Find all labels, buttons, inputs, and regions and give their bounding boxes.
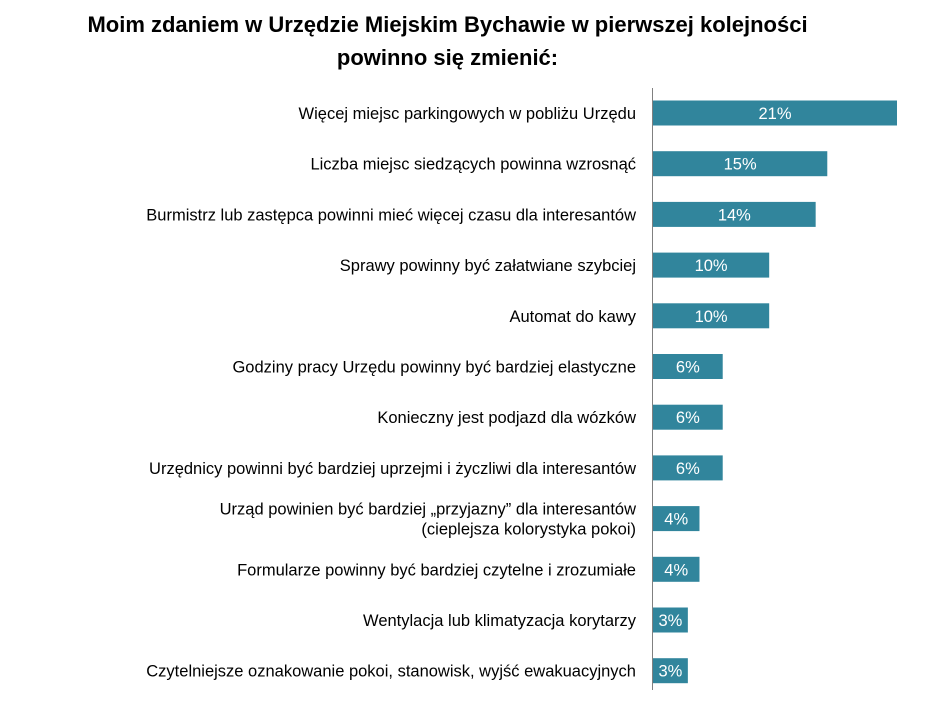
chart-title-line-2: powinno się zmienić: — [336, 45, 559, 70]
chart-title-line-1: Moim zdaniem w Urzędzie Miejskim Bychawi… — [87, 12, 808, 37]
bar-value-label-11: 3% — [658, 612, 682, 630]
bar-3 — [653, 201, 816, 227]
bar-7 — [653, 404, 723, 430]
bar-value-label-1: 21% — [758, 105, 791, 123]
category-label-2: Liczba miejsc siedzących powinna wzrosną… — [310, 156, 636, 174]
bar-value-label-2: 15% — [724, 156, 757, 174]
bar-12 — [653, 658, 688, 684]
bars-layer: 21% 15% 14% 10% 10% 6% 6% 6% 4% 4% 3% 3% — [653, 100, 897, 684]
bar-value-label-4: 10% — [695, 257, 728, 275]
bar-value-label-12: 3% — [658, 663, 682, 681]
bar-value-label-6: 6% — [676, 359, 700, 377]
bar-value-label-9: 4% — [664, 511, 688, 529]
bar-value-label-7: 6% — [676, 409, 700, 427]
bar-value-label-8: 6% — [676, 460, 700, 478]
category-label-3: Burmistrz lub zastępca powinni mieć więc… — [146, 206, 636, 224]
bar-value-label-3: 14% — [718, 206, 751, 224]
category-label-6: Godziny pracy Urzędu powinny być bardzie… — [232, 359, 636, 377]
bar-5 — [653, 303, 770, 329]
bar-8 — [653, 455, 723, 481]
bar-11 — [653, 607, 688, 633]
category-label-10: Formularze powinny być bardziej czytelne… — [237, 561, 636, 579]
bar-1 — [653, 100, 897, 126]
bar-10 — [653, 556, 700, 582]
bar-9 — [653, 506, 700, 532]
category-label-8: Urzędnicy powinni być bardziej uprzejmi … — [149, 460, 636, 478]
category-label-1: Więcej miejsc parkingowych w pobliżu Urz… — [299, 105, 636, 123]
bar-4 — [653, 252, 770, 278]
category-label-7: Konieczny jest podjazd dla wózków — [377, 409, 636, 427]
bar-2 — [653, 151, 828, 177]
bar-6 — [653, 354, 723, 379]
bar-value-label-10: 4% — [664, 561, 688, 579]
category-label-9-line-1: Urząd powinien być bardziej „przyjazny” … — [220, 501, 636, 519]
category-label-9-line-2: (cieplejsza kolorystyka pokoi) — [421, 521, 636, 539]
bar-value-label-5: 10% — [695, 308, 728, 326]
category-label-4: Sprawy powinny być załatwiane szybciej — [340, 257, 636, 275]
category-labels-layer: Więcej miejsc parkingowych w pobliżu Urz… — [146, 105, 636, 681]
chart-title: Moim zdaniem w Urzędzie Miejskim Bychawi… — [0, 8, 895, 74]
category-label-11: Wentylacja lub klimatyzacja korytarzy — [363, 612, 637, 630]
category-label-5: Automat do kawy — [509, 308, 636, 326]
category-label-12: Czytelniejsze oznakowanie pokoi, stanowi… — [146, 663, 636, 681]
